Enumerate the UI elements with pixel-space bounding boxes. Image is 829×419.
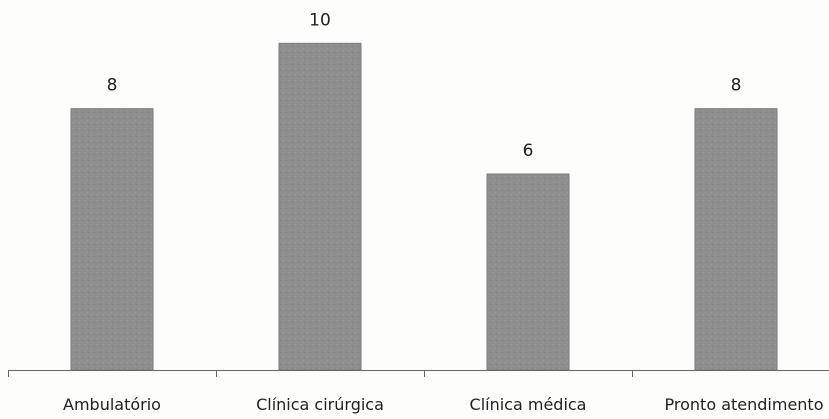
category-label-2: Clínica médica — [470, 395, 587, 414]
x-axis — [8, 370, 829, 377]
category-label-3: Pronto atendimento — [665, 395, 824, 414]
data-label-1: 10 — [309, 10, 331, 30]
data-label-0: 8 — [107, 76, 118, 96]
bar-2 — [486, 173, 570, 371]
bars-layer — [70, 42, 778, 371]
data-label-2: 6 — [523, 141, 534, 161]
category-label-1: Clínica cirúrgica — [256, 395, 384, 414]
category-label-0: Ambulatório — [63, 395, 161, 414]
bar-0 — [70, 108, 154, 371]
bar-3 — [694, 108, 778, 371]
bar-1 — [278, 42, 362, 371]
category-labels-layer: Ambulatório Clínica cirúrgica Clínica médi… — [63, 395, 823, 414]
data-labels-layer: 8 10 6 8 — [107, 10, 742, 161]
data-label-3: 8 — [731, 76, 742, 96]
